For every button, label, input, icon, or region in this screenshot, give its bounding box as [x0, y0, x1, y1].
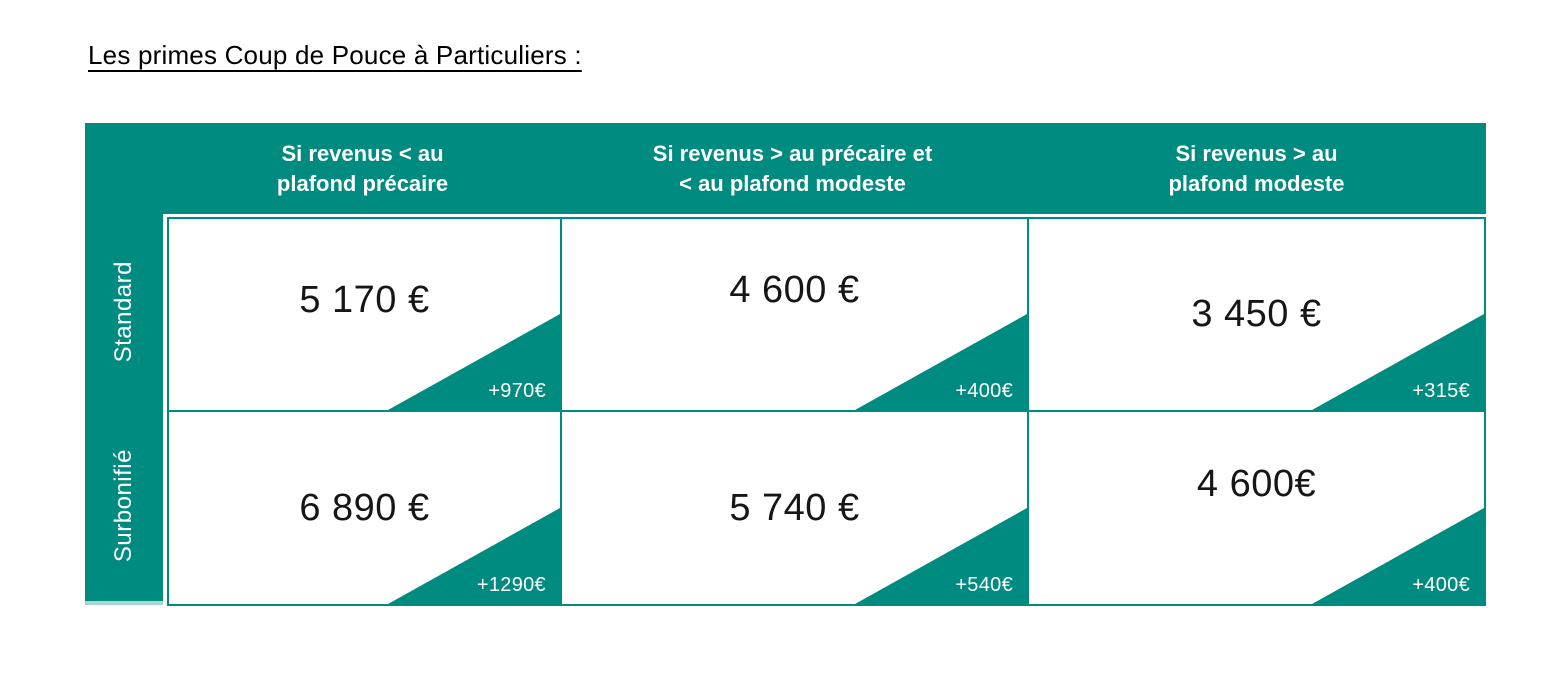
table-body-grid: 5 170 € +970€ 4 600 € +400€ 3 450 € +315…	[167, 217, 1486, 606]
corner-triangle: +400€	[855, 314, 1027, 410]
page-title: Les primes Coup de Pouce à Particuliers …	[88, 40, 582, 70]
column-header-line: < au plafond modeste	[679, 170, 906, 196]
column-header-modeste: Si revenus > au plafond modeste	[1027, 139, 1486, 197]
bonus-amount: +1290€	[476, 574, 546, 596]
row-label-surbonifie: Surbonifié	[85, 410, 163, 601]
column-header-line: plafond précaire	[276, 170, 449, 196]
prime-amount: 6 890 €	[299, 486, 430, 529]
corner-triangle: +970€	[388, 314, 560, 410]
table-header-row: Si revenus < au plafond précaire Si reve…	[85, 123, 1486, 214]
corner-triangle: +540€	[855, 508, 1027, 604]
table-cell-surbonifie-precaire-modeste: 5 740 € +540€	[562, 412, 1027, 604]
column-header-precaire-modeste: Si revenus > au précaire et < au plafond…	[558, 139, 1027, 197]
prime-amount: 4 600 €	[729, 269, 860, 311]
bonus-amount: +315€	[1412, 380, 1470, 402]
column-header-precaire: Si revenus < au plafond précaire	[167, 139, 558, 197]
table-corner-spacer	[85, 123, 167, 214]
bonus-amount: +400€	[955, 380, 1013, 402]
primes-coup-de-pouce-table: Si revenus < au plafond précaire Si reve…	[85, 123, 1486, 606]
prime-amount: 3 450 €	[1191, 293, 1322, 335]
prime-amount: 4 600€	[1196, 462, 1317, 505]
row-label-text: Standard	[110, 261, 137, 363]
table-cell-surbonifie-precaire: 6 890 € +1290€	[169, 412, 560, 604]
column-header-line: Si revenus > au	[1175, 141, 1338, 167]
prime-amount: 5 740 €	[729, 486, 860, 529]
table-cell-standard-precaire-modeste: 4 600 € +400€	[562, 219, 1027, 410]
row-labels-sidebar: Standard Surbonifié	[85, 214, 163, 605]
column-header-line: Si revenus > au précaire et	[652, 141, 933, 167]
bonus-amount: +400€	[1412, 574, 1470, 596]
table-cell-standard-precaire: 5 170 € +970€	[169, 219, 560, 410]
column-header-line: plafond modeste	[1168, 170, 1345, 196]
table-cell-standard-modeste: 3 450 € +315€	[1029, 219, 1484, 410]
bonus-amount: +540€	[955, 574, 1013, 596]
column-header-line: Si revenus < au	[281, 141, 444, 167]
bonus-amount: +970€	[488, 380, 546, 402]
table-cell-surbonifie-modeste: 4 600€ +400€	[1029, 412, 1484, 604]
corner-triangle: +315€	[1312, 314, 1484, 410]
row-label-standard: Standard	[85, 214, 163, 410]
row-label-text: Surbonifié	[110, 448, 137, 563]
prime-amount: 5 170 €	[299, 279, 430, 321]
corner-triangle: +400€	[1312, 508, 1484, 604]
